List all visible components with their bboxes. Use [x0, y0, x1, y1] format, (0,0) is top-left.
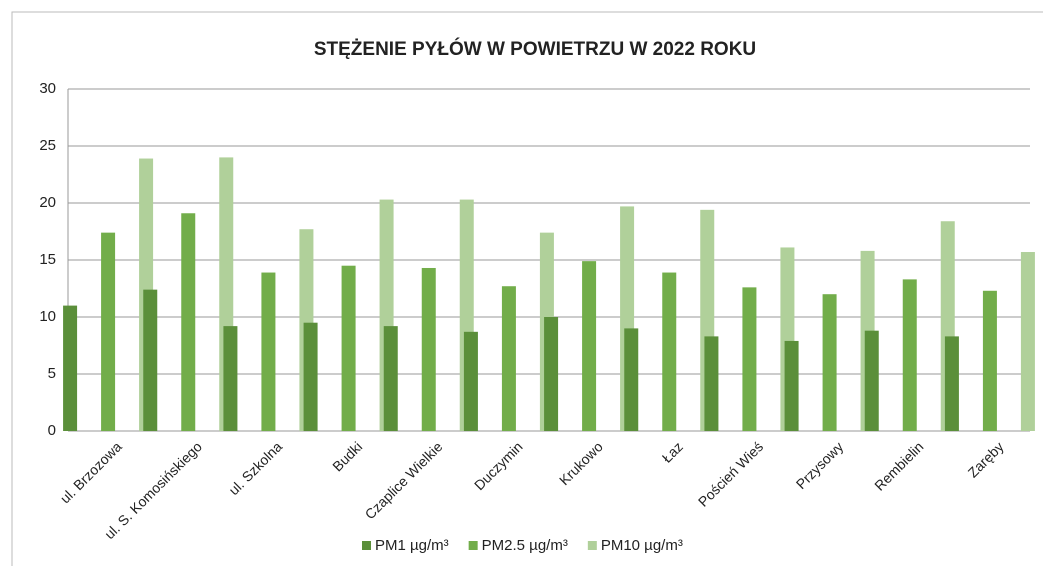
x-tick-label: Łaz — [659, 438, 686, 465]
bar — [463, 331, 478, 431]
y-tick-label: 0 — [48, 422, 56, 439]
x-tick-label: Budki — [329, 438, 365, 474]
chart-title: STĘŻENIE PYŁÓW W POWIETRZU W 2022 ROKU — [314, 38, 756, 60]
y-tick-label: 30 — [39, 80, 56, 97]
bar — [261, 272, 276, 431]
bar — [742, 287, 757, 431]
bar — [341, 265, 356, 431]
bar — [902, 279, 917, 431]
bar — [143, 289, 158, 431]
x-tick-label: Poścień Wieś — [695, 438, 766, 509]
chart-frame — [11, 11, 1043, 566]
y-tick-label: 10 — [39, 308, 56, 325]
legend-swatch — [587, 541, 597, 550]
bar — [864, 330, 879, 431]
y-tick-label: 15 — [39, 251, 56, 268]
bar — [662, 272, 677, 431]
bar — [303, 322, 318, 431]
bar — [181, 213, 196, 431]
bar — [383, 326, 398, 431]
x-tick-label: Przysowy — [793, 438, 847, 492]
legend-swatch — [362, 541, 371, 550]
x-tick-label: Duczymin — [471, 438, 526, 493]
legend-label: PM10 µg/m³ — [601, 537, 683, 554]
x-tick-label: Zaręby — [965, 438, 1007, 480]
y-tick-label: 25 — [39, 137, 56, 154]
bar — [822, 294, 837, 431]
bar — [624, 328, 639, 431]
bar — [1020, 252, 1035, 431]
legend-label: PM1 µg/m³ — [375, 537, 449, 554]
bar — [421, 267, 436, 431]
bar — [63, 305, 78, 431]
y-tick-label: 20 — [39, 194, 56, 211]
bar — [784, 340, 799, 431]
bar — [101, 232, 116, 431]
bar — [223, 326, 238, 431]
legend-label: PM2.5 µg/m³ — [482, 537, 568, 554]
bar — [704, 336, 719, 431]
bar — [582, 261, 597, 431]
x-tick-label: ul. Brzozowa — [57, 438, 125, 506]
bar — [982, 290, 997, 431]
x-tick-label: Krukowo — [556, 438, 606, 488]
bar — [944, 336, 959, 431]
x-tick-label: Rembielin — [871, 438, 926, 493]
legend-swatch — [468, 541, 478, 550]
x-tick-label: ul. Szkolna — [225, 438, 285, 498]
bar — [501, 286, 516, 431]
bar — [544, 317, 559, 431]
y-tick-label: 5 — [48, 365, 56, 382]
x-tick-label: Czaplice Wielkie — [362, 438, 446, 522]
